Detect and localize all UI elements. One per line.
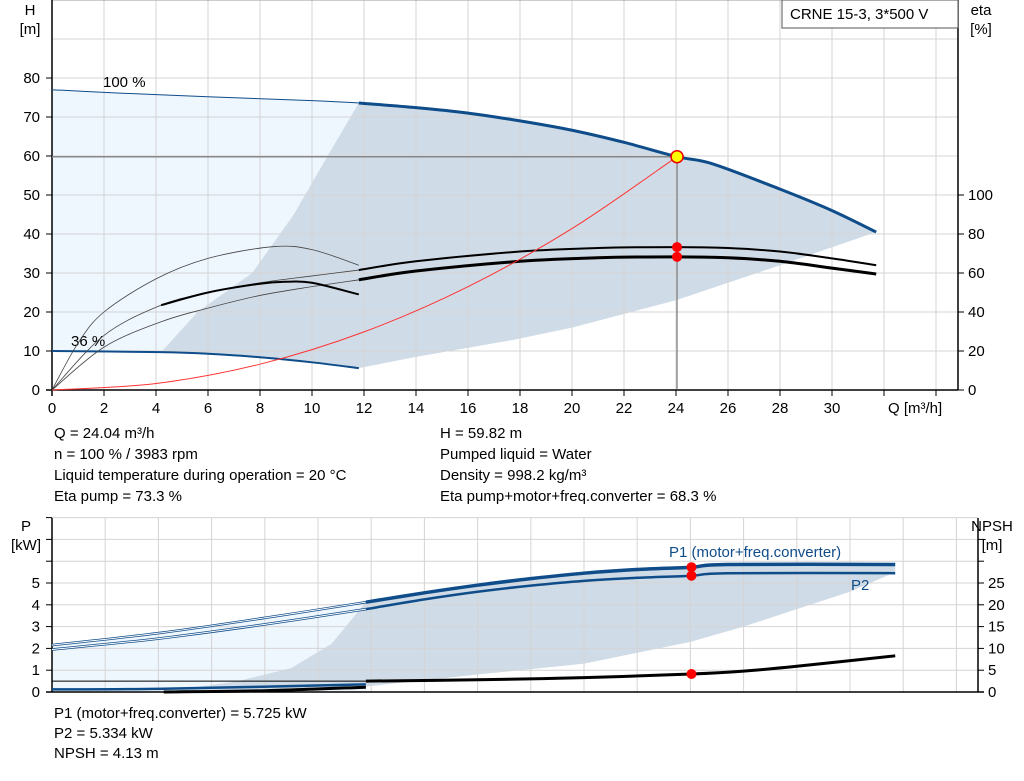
y-tick-label: 10 — [23, 343, 40, 360]
y-tick-label: 40 — [23, 226, 40, 243]
y-tick-label: 3 — [32, 619, 40, 636]
y-tick-label: 30 — [23, 265, 40, 282]
y-axis-unit: [kW] — [11, 537, 41, 554]
curve-eta-5 — [51, 279, 359, 391]
y-tick-label: 4 — [32, 597, 40, 614]
x-tick-label: 0 — [48, 400, 56, 417]
y2-tick-label: 80 — [968, 226, 985, 243]
y-axis-label: H — [25, 2, 36, 19]
y2-tick-label: 20 — [988, 597, 1005, 614]
curve-eta-3 — [51, 245, 359, 391]
x-tick-label: 18 — [512, 400, 529, 417]
curve-H-1 — [358, 101, 877, 234]
info-eta-pump: Eta pump = 73.3 % — [54, 488, 182, 505]
curve-NPSH-3 — [163, 685, 366, 694]
curve-H-2 — [51, 350, 359, 370]
info-q: Q = 24.04 m³/h — [54, 425, 155, 442]
y2-tick-label: 10 — [988, 640, 1005, 657]
info-temperature: Liquid temperature during operation = 20… — [54, 467, 347, 484]
info-speed: n = 100 % / 3983 rpm — [54, 446, 198, 463]
info-p2: P2 = 5.334 kW — [54, 725, 153, 742]
curve-H-9 — [51, 156, 678, 391]
y2-tick-label: 15 — [988, 619, 1005, 636]
x-tick-label: 4 — [152, 400, 160, 417]
y-tick-label: 1 — [32, 662, 40, 679]
y2-tick-label: 0 — [968, 382, 976, 399]
npsh-point — [686, 668, 697, 679]
y-axis-label: P — [21, 518, 31, 535]
curve-P-2 — [51, 683, 366, 691]
p2-point — [686, 570, 697, 581]
x-tick-label: 30 — [824, 400, 841, 417]
y-tick-label: 0 — [32, 684, 40, 701]
info-density: Density = 998.2 kg/m³ — [440, 467, 587, 484]
x-tick-label: 2 — [100, 400, 108, 417]
info-liquid: Pumped liquid = Water — [440, 446, 592, 463]
y2-axis-unit: [m] — [982, 537, 1003, 554]
y2-axis-label: NPSH — [971, 518, 1013, 535]
curve-H-0 — [51, 89, 359, 104]
y2-axis-unit: [%] — [970, 21, 992, 38]
x-tick-label: 14 — [408, 400, 425, 417]
x-tick-label: 12 — [356, 400, 373, 417]
y2-tick-label: 20 — [968, 343, 985, 360]
x-tick-label: 24 — [668, 400, 685, 417]
x-tick-label: 28 — [772, 400, 789, 417]
x-tick-label: 10 — [304, 400, 321, 417]
curve-P-1 — [365, 571, 896, 611]
y2-axis-label: eta — [971, 2, 993, 19]
info-h: H = 59.82 m — [440, 425, 523, 442]
title-box-text: CRNE 15-3, 3*500 V — [790, 6, 928, 23]
y2-tick-label: 60 — [968, 265, 985, 282]
y2-tick-label: 40 — [968, 304, 985, 321]
y-tick-label: 80 — [23, 70, 40, 87]
y-tick-label: 2 — [32, 640, 40, 657]
shaded-region-dark — [161, 102, 877, 369]
x-tick-label: 8 — [256, 400, 264, 417]
eta-pump-point — [672, 242, 683, 253]
curve-eta-8 — [358, 255, 877, 282]
y-tick-label: 5 — [32, 575, 40, 592]
speed-label-100: 100 % — [103, 74, 146, 91]
y2-tick-label: 25 — [988, 575, 1005, 592]
x-tick-label: 22 — [616, 400, 633, 417]
eta-total-point — [672, 251, 683, 262]
y2-tick-label: 100 — [968, 187, 993, 204]
curve-p-low-speed-inner-1 — [51, 608, 366, 650]
series-label-p2: P2 — [851, 577, 869, 594]
y-tick-label: 0 — [32, 382, 40, 399]
x-tick-label: 20 — [564, 400, 581, 417]
y-tick-label: 20 — [23, 304, 40, 321]
info-eta-total: Eta pump+motor+freq.converter = 68.3 % — [440, 488, 717, 505]
y-tick-label: 50 — [23, 187, 40, 204]
p1-point — [686, 562, 697, 573]
info-p1: P1 (motor+freq.converter) = 5.725 kW — [54, 705, 307, 722]
duty-point — [670, 149, 684, 164]
curve-eta-7 — [358, 246, 877, 272]
series-label-p1: P1 (motor+freq.converter) — [669, 544, 841, 561]
y-tick-label: 70 — [23, 109, 40, 126]
y-axis-unit: [m] — [20, 21, 41, 38]
x-tick-label: 16 — [460, 400, 477, 417]
y-tick-label: 60 — [23, 148, 40, 165]
x-tick-label: 26 — [720, 400, 737, 417]
y2-tick-label: 5 — [988, 662, 996, 679]
shaded-region-dark — [163, 564, 896, 692]
curve-p-low-speed-inner-0 — [51, 601, 366, 646]
x-axis-label: Q [m³/h] — [888, 400, 942, 417]
curve-P-0 — [365, 562, 896, 604]
title-box — [781, 0, 959, 29]
speed-label-36: 36 % — [71, 333, 105, 350]
curve-eta-6 — [160, 280, 360, 307]
curve-NPSH-4 — [365, 654, 896, 683]
y2-tick-label: 0 — [988, 684, 996, 701]
info-npsh: NPSH = 4.13 m — [54, 745, 159, 762]
x-tick-label: 6 — [204, 400, 212, 417]
